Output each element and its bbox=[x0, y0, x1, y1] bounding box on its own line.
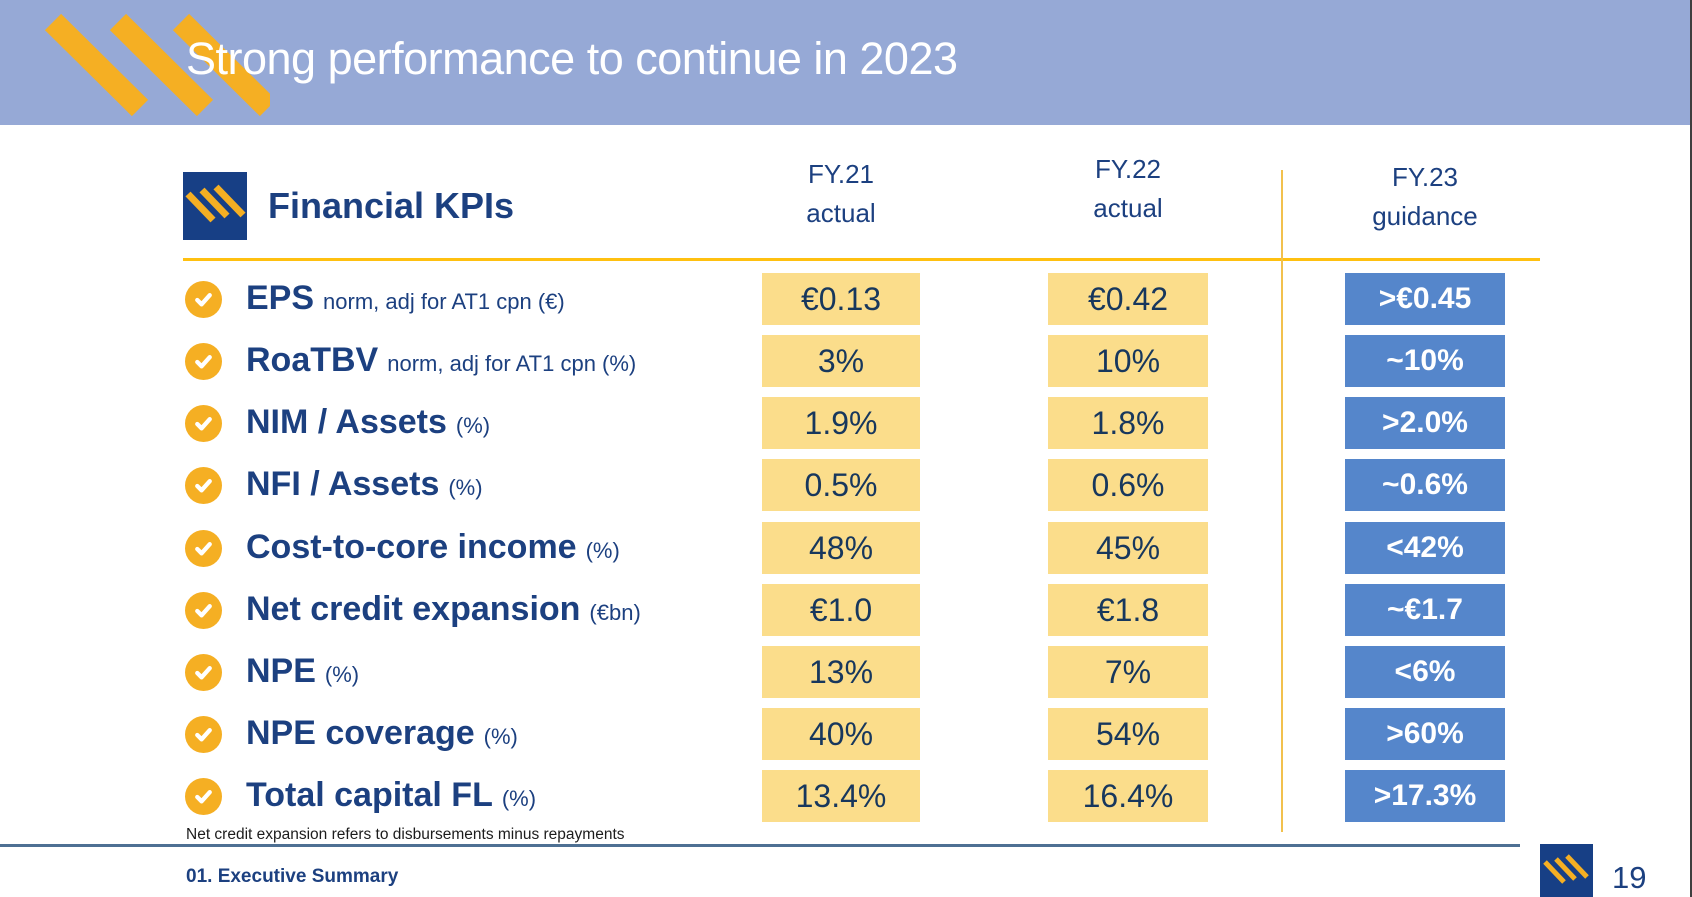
kpi-label: NFI / Assets bbox=[246, 465, 440, 503]
kpi-row: Cost-to-core income (%) 48% 45% <42% bbox=[0, 522, 1692, 574]
column-header-fy21-line1: FY.21 bbox=[807, 159, 874, 189]
value-fy22: 45% bbox=[1048, 522, 1208, 574]
footer-logo-icon bbox=[1540, 844, 1593, 897]
kpi-sublabel: (%) bbox=[455, 413, 491, 438]
kpi-label: NPE coverage bbox=[246, 714, 475, 752]
value-fy22: 7% bbox=[1048, 646, 1208, 698]
kpi-sublabel: norm, adj for AT1 cpn (%) bbox=[387, 351, 637, 376]
kpi-label-group: Net credit expansion (€bn) bbox=[246, 584, 641, 636]
value-fy23-guidance: >2.0% bbox=[1345, 397, 1505, 449]
kpi-label: NIM / Assets bbox=[246, 403, 447, 441]
check-icon bbox=[185, 281, 222, 318]
kpi-row: Net credit expansion (€bn) €1.0 €1.8 ~€1.… bbox=[0, 584, 1692, 636]
header-underline bbox=[183, 258, 1540, 261]
kpi-label-group: Total capital FL (%) bbox=[246, 770, 536, 822]
kpi-sublabel: (%) bbox=[324, 662, 360, 687]
value-fy23-guidance: >€0.45 bbox=[1345, 273, 1505, 325]
kpi-label-group: NFI / Assets (%) bbox=[246, 459, 483, 511]
kpi-row: NPE coverage (%) 40% 54% >60% bbox=[0, 708, 1692, 760]
value-fy22: 0.6% bbox=[1048, 459, 1208, 511]
column-header-fy21: FY.21 actual bbox=[731, 155, 951, 233]
kpi-label-group: RoaTBV norm, adj for AT1 cpn (%) bbox=[246, 335, 636, 387]
slide-title: Strong performance to continue in 2023 bbox=[186, 33, 958, 84]
value-fy23-guidance: >17.3% bbox=[1345, 770, 1505, 822]
kpi-label: EPS bbox=[246, 279, 315, 317]
kpi-row: NFI / Assets (%) 0.5% 0.6% ~0.6% bbox=[0, 459, 1692, 511]
value-fy21: 0.5% bbox=[762, 459, 920, 511]
check-icon bbox=[185, 592, 222, 629]
kpi-sublabel: norm, adj for AT1 cpn (€) bbox=[323, 289, 565, 314]
kpi-sublabel: (%) bbox=[483, 724, 518, 749]
value-fy23-guidance: <42% bbox=[1345, 522, 1505, 574]
kpi-label-group: Cost-to-core income (%) bbox=[246, 522, 620, 574]
value-fy21: 1.9% bbox=[762, 397, 920, 449]
window-right-edge bbox=[1690, 0, 1692, 897]
footer-rule bbox=[0, 844, 1520, 847]
check-icon bbox=[185, 405, 222, 442]
column-header-fy23: FY.23 guidance bbox=[1315, 158, 1535, 236]
kpi-label: NPE bbox=[246, 652, 316, 690]
kpi-label: RoaTBV bbox=[246, 341, 379, 379]
kpi-label: Total capital FL bbox=[246, 776, 493, 814]
kpi-sublabel: (%) bbox=[501, 786, 537, 811]
value-fy21: 48% bbox=[762, 522, 920, 574]
value-fy22: 16.4% bbox=[1048, 770, 1208, 822]
kpi-label-group: NPE (%) bbox=[246, 646, 359, 698]
column-header-fy23-line2: guidance bbox=[1372, 201, 1478, 231]
kpi-row: RoaTBV norm, adj for AT1 cpn (%) 3% 10% ~… bbox=[0, 335, 1692, 387]
kpi-row: Total capital FL (%) 13.4% 16.4% >17.3% bbox=[0, 770, 1692, 822]
check-icon bbox=[185, 716, 222, 753]
kpi-table-title: Financial KPIs bbox=[268, 185, 515, 226]
value-fy23-guidance: ~10% bbox=[1345, 335, 1505, 387]
value-fy23-guidance: >60% bbox=[1345, 708, 1505, 760]
header-band: Strong performance to continue in 2023 bbox=[0, 0, 1692, 125]
column-header-fy23-line1: FY.23 bbox=[1391, 162, 1458, 192]
kpi-sublabel: (%) bbox=[448, 475, 483, 500]
value-fy22: 1.8% bbox=[1048, 397, 1208, 449]
value-fy22: 10% bbox=[1048, 335, 1208, 387]
kpi-row: EPS norm, adj for AT1 cpn (€) €0.13 €0.42… bbox=[0, 273, 1692, 325]
value-fy21: 40% bbox=[762, 708, 920, 760]
value-fy22: €0.42 bbox=[1048, 273, 1208, 325]
kpi-label: Net credit expansion bbox=[246, 590, 581, 628]
check-icon bbox=[185, 343, 222, 380]
value-fy22: €1.8 bbox=[1048, 584, 1208, 636]
page-number: 19 bbox=[1612, 860, 1647, 895]
section-footer: 01. Executive Summary bbox=[186, 866, 399, 887]
check-icon bbox=[185, 467, 222, 504]
column-header-fy22: FY.22 actual bbox=[1018, 150, 1238, 228]
kpi-sublabel: (%) bbox=[585, 538, 620, 563]
kpi-table-logo-icon bbox=[183, 172, 247, 240]
kpi-label-group: NIM / Assets (%) bbox=[246, 397, 490, 449]
column-header-fy22-line2: actual bbox=[1093, 193, 1163, 223]
value-fy23-guidance: ~0.6% bbox=[1345, 459, 1505, 511]
guidance-divider-line bbox=[1281, 170, 1283, 832]
kpi-label: Cost-to-core income bbox=[246, 528, 577, 566]
value-fy21: 13.4% bbox=[762, 770, 920, 822]
value-fy22: 54% bbox=[1048, 708, 1208, 760]
kpi-row: NPE (%) 13% 7% <6% bbox=[0, 646, 1692, 698]
check-icon bbox=[185, 654, 222, 691]
value-fy23-guidance: ~€1.7 bbox=[1345, 584, 1505, 636]
kpi-label-group: EPS norm, adj for AT1 cpn (€) bbox=[246, 273, 565, 325]
footnote: Net credit expansion refers to disbursem… bbox=[186, 826, 625, 843]
value-fy21: 13% bbox=[762, 646, 920, 698]
check-icon bbox=[185, 778, 222, 815]
value-fy23-guidance: <6% bbox=[1345, 646, 1505, 698]
column-header-fy21-line2: actual bbox=[806, 198, 876, 228]
check-icon bbox=[185, 530, 222, 567]
kpi-row: NIM / Assets (%) 1.9% 1.8% >2.0% bbox=[0, 397, 1692, 449]
brand-stripes-icon bbox=[44, 13, 270, 117]
kpi-sublabel: (€bn) bbox=[589, 600, 641, 625]
kpi-label-group: NPE coverage (%) bbox=[246, 708, 518, 760]
value-fy21: €1.0 bbox=[762, 584, 920, 636]
value-fy21: 3% bbox=[762, 335, 920, 387]
value-fy21: €0.13 bbox=[762, 273, 920, 325]
column-header-fy22-line1: FY.22 bbox=[1094, 154, 1161, 184]
